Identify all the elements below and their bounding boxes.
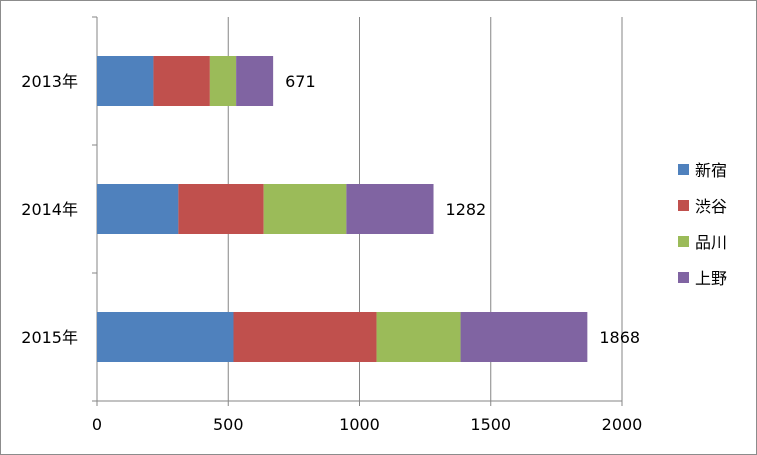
total-label: 671 (285, 72, 316, 91)
bar-segment (263, 184, 347, 234)
x-tick-label: 1000 (339, 415, 380, 434)
bars (97, 56, 588, 362)
legend-label: 渋谷 (695, 197, 727, 216)
total-label: 1868 (599, 328, 640, 347)
bar-segment (376, 312, 461, 362)
bar-segment (460, 312, 588, 362)
x-tick-label: 2000 (602, 415, 643, 434)
y-tick-label: 2014年 (21, 200, 78, 219)
legend-label: 上野 (695, 269, 727, 288)
y-tick-label: 2015年 (21, 328, 78, 347)
legend-label: 新宿 (695, 161, 727, 180)
bar-segment (209, 56, 237, 106)
bar-segment (236, 56, 274, 106)
bar-segment (233, 312, 377, 362)
y-tick-label: 2013年 (21, 72, 78, 91)
legend-swatch (678, 164, 689, 175)
labels: 2013年 671 2014年 1282 2015年 1868 (21, 72, 640, 347)
bar-segment (97, 184, 179, 234)
legend-swatch (678, 272, 689, 283)
bar-segment (97, 312, 234, 362)
bar-segment (178, 184, 264, 234)
legend-label: 品川 (695, 233, 727, 252)
bar-segment (97, 56, 154, 106)
x-tick-label: 500 (213, 415, 244, 434)
x-tick-label: 1500 (470, 415, 511, 434)
bar-segment (153, 56, 210, 106)
legend-swatch (678, 236, 689, 247)
x-tick-label: 0 (92, 415, 102, 434)
bar-segment (346, 184, 434, 234)
total-label: 1282 (446, 200, 487, 219)
legend-swatch (678, 200, 689, 211)
axes: 0 500 1000 1500 2000 (92, 16, 643, 434)
